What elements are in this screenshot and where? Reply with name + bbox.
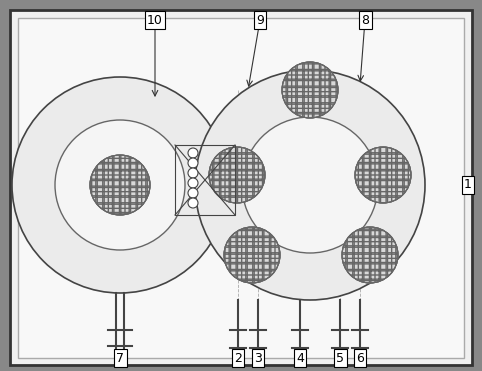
Circle shape [209,147,265,203]
Text: 4: 4 [296,351,304,364]
Circle shape [188,178,198,188]
Text: 3: 3 [254,351,262,364]
Text: 10: 10 [147,13,163,26]
Text: 2: 2 [234,351,242,364]
Circle shape [188,188,198,198]
Circle shape [188,158,198,168]
Circle shape [188,168,198,178]
Circle shape [195,70,425,300]
Circle shape [355,147,411,203]
Text: 6: 6 [356,351,364,364]
Circle shape [224,227,280,283]
Text: 7: 7 [116,351,124,364]
Circle shape [242,117,378,253]
Circle shape [90,155,150,215]
Circle shape [188,198,198,208]
Bar [175,145,235,215]
Text: 1: 1 [464,178,472,191]
Circle shape [282,62,338,118]
Text: 8: 8 [361,13,369,26]
Circle shape [188,148,198,158]
Circle shape [55,120,185,250]
Circle shape [12,77,228,293]
Text: 5: 5 [336,351,344,364]
Circle shape [342,227,398,283]
Text: 9: 9 [256,13,264,26]
